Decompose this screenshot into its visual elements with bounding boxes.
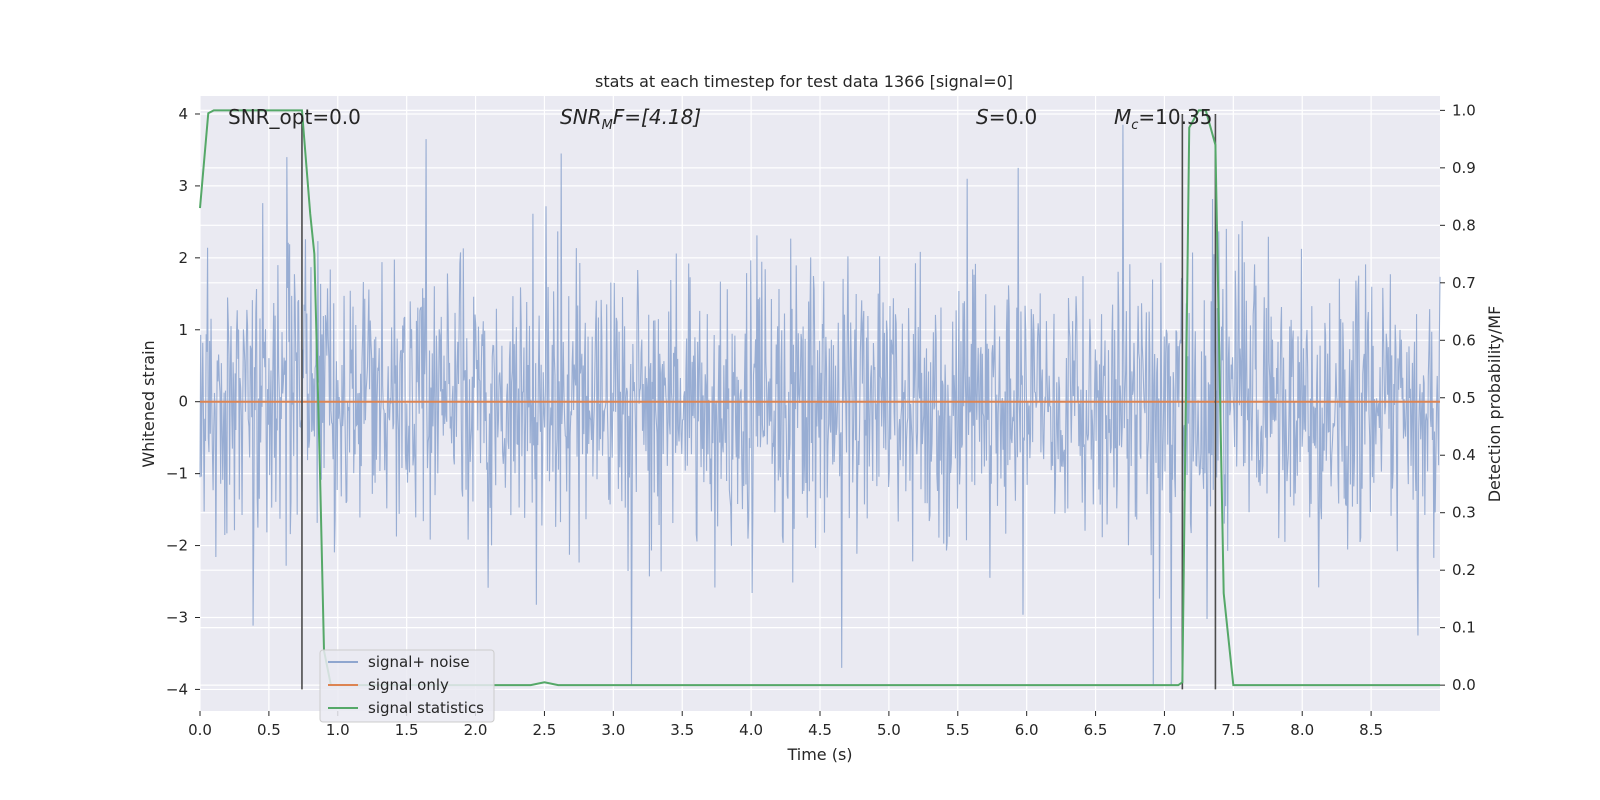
signal-noise-line <box>199 124 1441 686</box>
y-right-tick-label: 1.0 <box>1452 101 1476 119</box>
x-tick-label: 4.5 <box>808 721 832 739</box>
y-left-axis-label: Whitened strain <box>139 340 158 467</box>
annotation-s-rest: =0.0 <box>989 105 1038 129</box>
annotation-mc-sub: c <box>1131 118 1138 133</box>
y-left-tick-label: −4 <box>166 680 188 698</box>
annotation-snr-mf-main: SNR <box>560 105 602 129</box>
vertical-markers <box>301 113 1217 690</box>
annotation-snr-mf: SNRMF=[4.18] <box>560 105 701 133</box>
y-left-tick-label: 2 <box>178 249 188 267</box>
annotation-snr-opt: SNR_opt=0.0 <box>228 105 361 129</box>
x-tick-label: 6.5 <box>1084 721 1108 739</box>
annotation-mc-main: M <box>1114 105 1131 129</box>
x-axis-label: Time (s) <box>786 745 852 764</box>
legend-stats-label: signal statistics <box>368 699 484 717</box>
y-right-tick-label: 0.9 <box>1452 159 1476 177</box>
annotation-mc: Mc=10.35 <box>1114 105 1212 133</box>
x-tick-label: 1.0 <box>326 721 350 739</box>
x-tick-label: 3.0 <box>601 721 625 739</box>
y-left-axis-ticks: −4 −3 −2 −1 0 1 2 3 4 <box>166 105 200 698</box>
y-left-tick-label: −2 <box>166 537 188 555</box>
x-tick-label: 3.5 <box>670 721 694 739</box>
y-right-tick-label: 0.1 <box>1452 619 1476 637</box>
x-tick-label: 1.5 <box>395 721 419 739</box>
annotation-snr-mf-sub: M <box>602 118 613 133</box>
legend: signal+ noise signal only signal statist… <box>319 649 495 723</box>
x-tick-label: 8.5 <box>1359 721 1383 739</box>
y-left-tick-label: 4 <box>178 105 188 123</box>
annotation-snr-mf-rest: F=[4.18] <box>613 105 701 129</box>
y-right-tick-label: 0.2 <box>1452 561 1476 579</box>
x-tick-label: 2.0 <box>464 721 488 739</box>
y-left-tick-label: −1 <box>166 465 188 483</box>
chart-title: stats at each timestep for test data 136… <box>595 72 1013 91</box>
y-left-tick-label: 3 <box>178 177 188 195</box>
legend-noise-label: signal+ noise <box>368 653 470 671</box>
x-tick-label: 8.0 <box>1290 721 1314 739</box>
x-tick-label: 2.5 <box>533 721 557 739</box>
y-right-tick-label: 0.4 <box>1452 446 1476 464</box>
x-tick-label: 7.5 <box>1221 721 1245 739</box>
y-left-tick-label: 1 <box>178 321 188 339</box>
y-right-tick-label: 0.5 <box>1452 389 1476 407</box>
x-tick-label: 0.0 <box>188 721 212 739</box>
x-tick-label: 4.0 <box>739 721 763 739</box>
y-right-tick-label: 0.0 <box>1452 676 1476 694</box>
x-axis-ticks: 0.0 0.5 1.0 1.5 2.0 2.5 3.0 3.5 4.0 4.5 5.0 5.5 6.0 6… <box>188 711 1383 739</box>
annotation-s: S=0.0 <box>976 105 1037 129</box>
x-tick-label: 7.0 <box>1153 721 1177 739</box>
signal-noise-series <box>199 124 1441 686</box>
x-tick-label: 6.0 <box>1015 721 1039 739</box>
y-left-tick-label: 0 <box>178 393 188 411</box>
x-tick-label: 0.5 <box>257 721 281 739</box>
legend-signal-label: signal only <box>368 676 449 694</box>
y-right-tick-label: 0.6 <box>1452 331 1476 349</box>
legend-box <box>319 649 495 723</box>
annotation-mc-rest: =10.35 <box>1138 105 1212 129</box>
x-tick-label: 5.5 <box>946 721 970 739</box>
y-right-tick-label: 0.7 <box>1452 274 1476 292</box>
x-tick-label: 5.0 <box>877 721 901 739</box>
y-right-tick-label: 0.8 <box>1452 216 1476 234</box>
y-left-tick-label: −3 <box>166 608 188 626</box>
y-right-axis-ticks: 0.0 0.1 0.2 0.3 0.4 0.5 0.6 0.7 0.8 0.9 1.0 <box>1440 101 1476 694</box>
y-right-axis-label: Detection probability/MF <box>1485 306 1504 503</box>
annotation-s-main: S <box>976 105 989 129</box>
y-right-tick-label: 0.3 <box>1452 504 1476 522</box>
